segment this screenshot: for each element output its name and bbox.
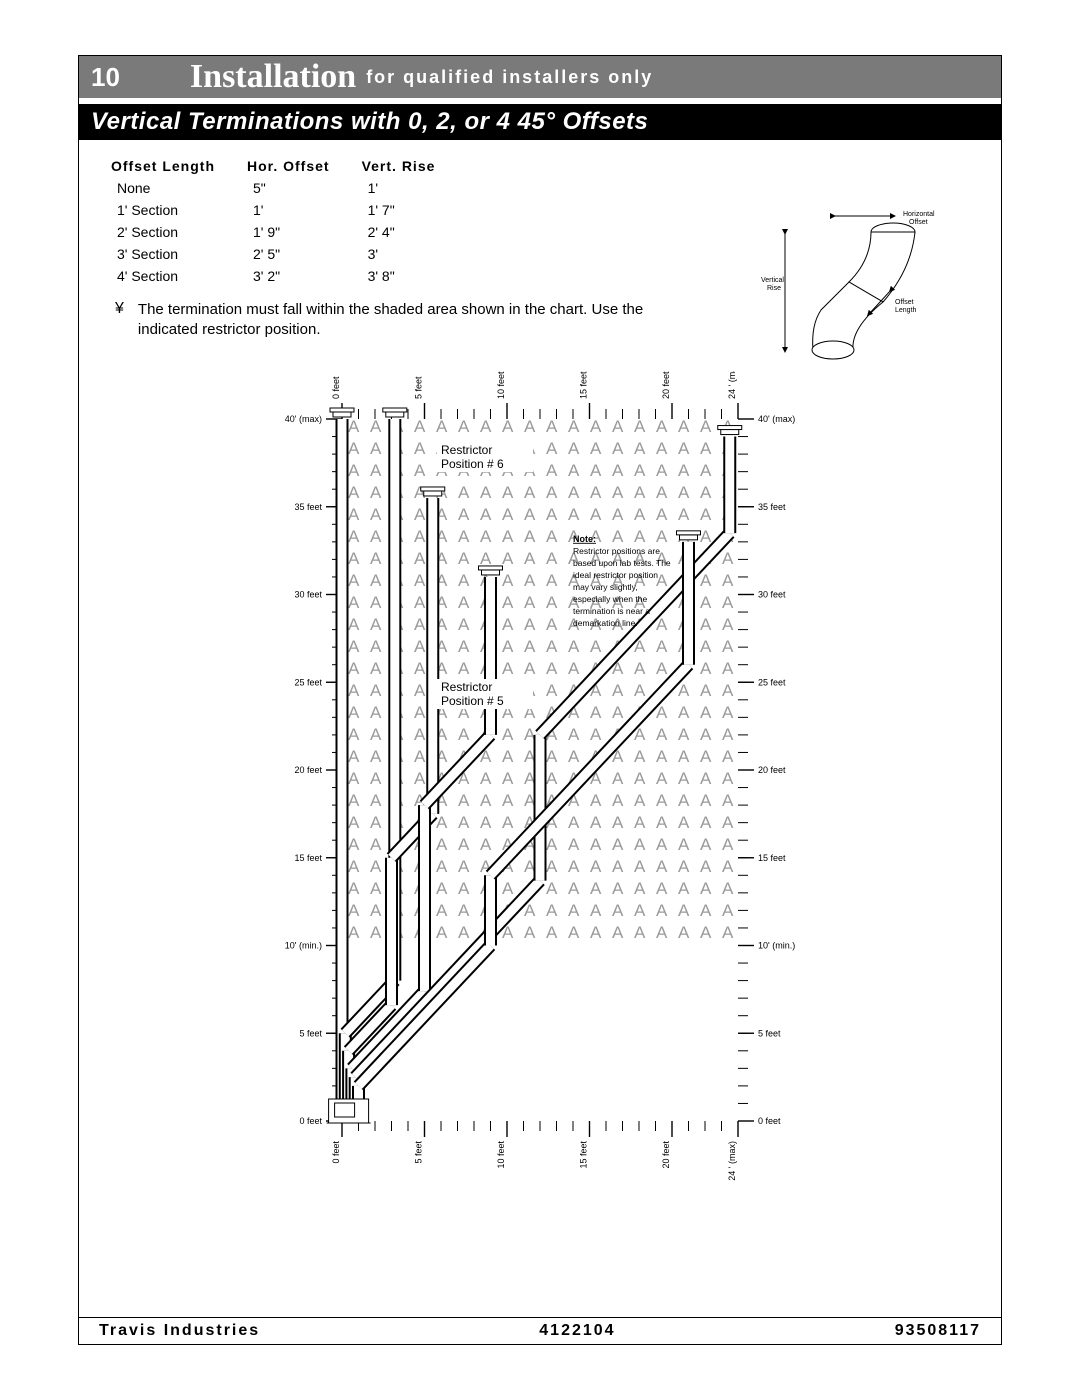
svg-text:Restrictor: Restrictor xyxy=(441,443,492,457)
svg-text:based upon lab tests. The: based upon lab tests. The xyxy=(573,557,671,567)
svg-text:15 feet: 15 feet xyxy=(294,852,322,862)
svg-text:5 feet: 5 feet xyxy=(299,1028,322,1038)
page-frame: 10 Installation for qualified installers… xyxy=(78,55,1002,1345)
content-area: Offset Length Hor. Offset Vert. Rise Non… xyxy=(79,140,1001,1191)
svg-text:5 feet: 5 feet xyxy=(414,1140,424,1163)
table-row: 2' Section1' 9"2' 4" xyxy=(111,222,465,242)
label-horizontal-offset: Horizontal xyxy=(903,211,935,218)
svg-text:Length: Length xyxy=(895,307,917,314)
header-bar: 10 Installation for qualified installers… xyxy=(79,56,1001,98)
table-row: 3' Section2' 5"3' xyxy=(111,244,465,264)
svg-text:35 feet: 35 feet xyxy=(758,501,786,511)
svg-text:15 feet: 15 feet xyxy=(579,371,589,399)
col-offset-length: Offset Length xyxy=(111,156,245,176)
svg-text:0 feet: 0 feet xyxy=(758,1116,781,1126)
svg-text:demarkation line.: demarkation line. xyxy=(573,617,638,627)
termination-chart: A0 feet0 feet5 feet5 feet10' (min.)10' (… xyxy=(260,371,820,1181)
footer-code-right: 93508117 xyxy=(895,1322,981,1340)
table-row: 4' Section3' 2"3' 8" xyxy=(111,266,465,286)
svg-text:10 feet: 10 feet xyxy=(496,1140,506,1168)
svg-text:10 feet: 10 feet xyxy=(496,371,506,399)
svg-text:30 feet: 30 feet xyxy=(758,589,786,599)
svg-text:25 feet: 25 feet xyxy=(294,677,322,687)
table-row: 1' Section1'1' 7" xyxy=(111,200,465,220)
footer: Travis Industries 4122104 93508117 xyxy=(79,1317,1001,1340)
svg-text:20 feet: 20 feet xyxy=(661,1140,671,1168)
label-vertical-rise: Vertical xyxy=(761,277,784,284)
page-number: 10 xyxy=(91,62,120,93)
svg-text:Offset: Offset xyxy=(909,219,928,226)
svg-text:0 feet: 0 feet xyxy=(331,1140,341,1163)
bullet-icon: ¥ xyxy=(115,300,124,341)
svg-text:Position # 5: Position # 5 xyxy=(441,694,504,708)
svg-text:Rise: Rise xyxy=(767,285,781,292)
svg-text:15 feet: 15 feet xyxy=(758,852,786,862)
svg-text:20 feet: 20 feet xyxy=(661,371,671,399)
svg-text:35 feet: 35 feet xyxy=(294,501,322,511)
svg-text:0 feet: 0 feet xyxy=(331,375,341,398)
offset-table: Offset Length Hor. Offset Vert. Rise Non… xyxy=(109,154,467,288)
svg-text:Restrictor positions are: Restrictor positions are xyxy=(573,545,660,555)
col-vert-rise: Vert. Rise xyxy=(362,156,466,176)
svg-text:15 feet: 15 feet xyxy=(579,1140,589,1168)
svg-text:24 ' (max): 24 ' (max) xyxy=(727,1141,737,1181)
svg-text:especially when the: especially when the xyxy=(573,593,647,603)
svg-text:5 feet: 5 feet xyxy=(758,1028,781,1038)
svg-text:40' (max): 40' (max) xyxy=(285,414,322,424)
col-hor-offset: Hor. Offset xyxy=(247,156,360,176)
svg-text:10' (min.): 10' (min.) xyxy=(285,940,322,950)
svg-text:Note:: Note: xyxy=(573,533,596,543)
svg-text:24 ' (max): 24 ' (max) xyxy=(727,371,737,399)
svg-text:Restrictor: Restrictor xyxy=(441,680,492,694)
footer-company: Travis Industries xyxy=(99,1322,260,1340)
svg-text:ideal restrictor position: ideal restrictor position xyxy=(573,569,658,579)
svg-text:20 feet: 20 feet xyxy=(758,765,786,775)
svg-text:25 feet: 25 feet xyxy=(758,677,786,687)
footer-code-center: 4122104 xyxy=(539,1322,615,1340)
table-row: None5"1' xyxy=(111,178,465,198)
svg-text:20 feet: 20 feet xyxy=(294,765,322,775)
svg-text:5 feet: 5 feet xyxy=(414,375,424,398)
header-title: Installation xyxy=(190,58,356,96)
svg-text:10' (min.): 10' (min.) xyxy=(758,940,795,950)
svg-text:30 feet: 30 feet xyxy=(294,589,322,599)
svg-text:termination is near a: termination is near a xyxy=(573,605,650,615)
note-text: The termination must fall within the sha… xyxy=(138,300,678,341)
header-subtitle: for qualified installers only xyxy=(366,67,653,88)
svg-text:40' (max): 40' (max) xyxy=(758,414,795,424)
section-title: Vertical Terminations with 0, 2, or 4 45… xyxy=(79,104,1001,140)
svg-text:0 feet: 0 feet xyxy=(299,1116,322,1126)
svg-text:Position # 6: Position # 6 xyxy=(441,457,504,471)
svg-text:may vary slightly,: may vary slightly, xyxy=(573,581,638,591)
label-offset-length: Offset xyxy=(895,299,914,306)
